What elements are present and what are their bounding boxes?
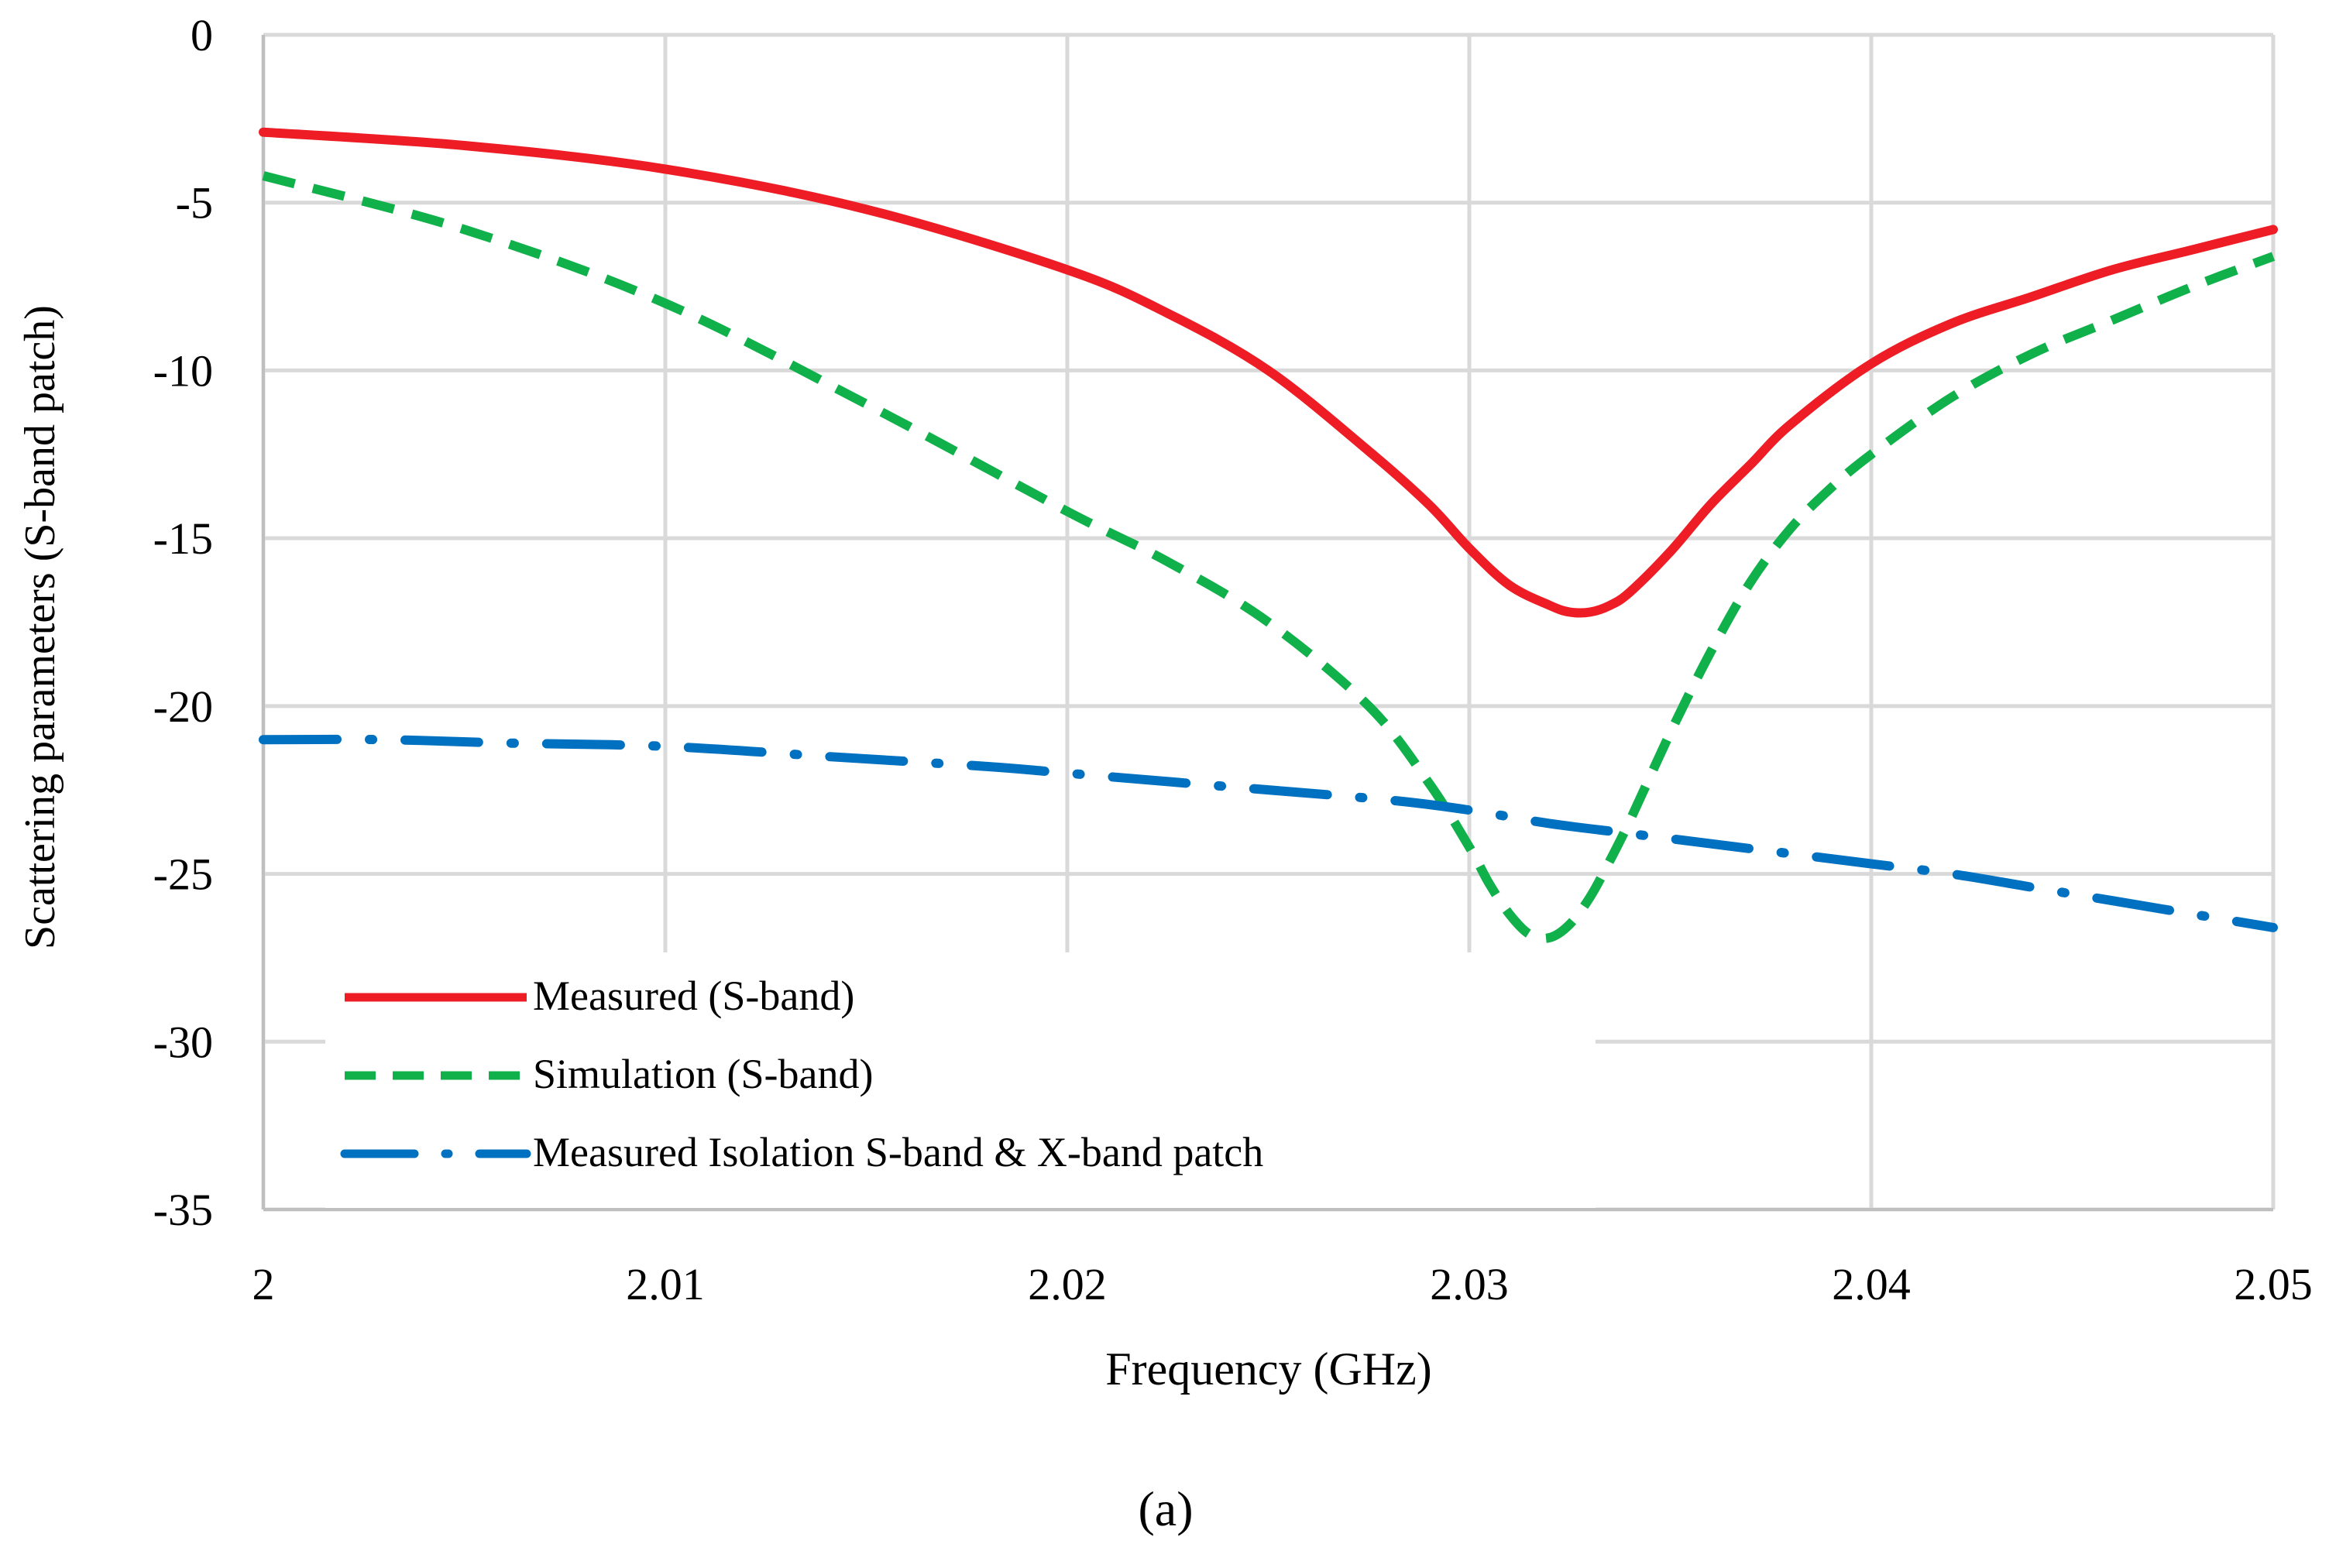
series-isolation-line [259,734,2278,932]
y-tick-label: 0 [191,10,213,60]
x-tick-label: 2.04 [1832,1259,1911,1309]
y-tick-label: -10 [153,345,213,396]
legend-label-measured: Measured (S-band) [533,973,854,1019]
x-tick-label: 2 [252,1259,275,1309]
legend-box [325,952,1596,1208]
y-tick-label: -25 [153,849,213,900]
y-tick-label: -35 [153,1185,213,1235]
y-tick-label: -20 [153,681,213,732]
legend-label-isolation: Measured Isolation S-band & X-band patch [533,1129,1263,1175]
y-tick-label: -15 [153,513,213,564]
y-tick-label: -5 [176,178,213,228]
x-tick-label: 2.02 [1028,1259,1107,1309]
figure-caption: (a) [1138,1481,1193,1536]
x-tick-label: 2.05 [2234,1259,2313,1309]
x-tick-labels: 2 2.01 2.02 2.03 2.04 2.05 [252,1259,2313,1309]
legend: Measured (S-band) Simulation (S-band) Me… [340,973,1263,1175]
x-tick-label: 2.01 [626,1259,705,1309]
y-tick-label: -30 [153,1017,213,1067]
legend-label-simulation: Simulation (S-band) [533,1051,873,1097]
x-axis-label: Frequency (GHz) [1105,1343,1432,1395]
x-tick-label: 2.03 [1430,1259,1509,1309]
series-group [259,127,2278,943]
y-axis-label: Scattering parameters (S-band patch) [16,305,64,949]
series-simulation-line [262,171,2276,943]
series-measured-line [259,127,2278,618]
y-tick-labels: 0 -5 -10 -15 -20 -25 -30 -35 [153,10,213,1235]
axes [262,35,2273,1211]
